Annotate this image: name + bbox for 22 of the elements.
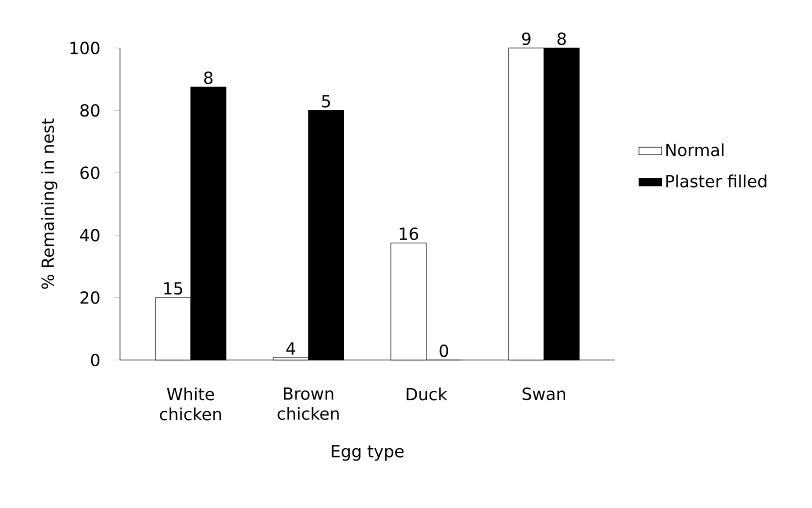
annotation: 0 xyxy=(440,344,448,358)
annotation: 8 xyxy=(204,71,213,84)
y-tick-label: 40 xyxy=(80,228,100,242)
y-tick-label: 20 xyxy=(80,291,100,304)
legend-label: Normal xyxy=(666,143,724,156)
annotation: 9 xyxy=(522,32,530,46)
annotation: 15 xyxy=(164,282,182,295)
annotation: 16 xyxy=(400,227,418,240)
x-tick-label: Brown chicken xyxy=(278,388,339,420)
x-axis-title: Egg type xyxy=(332,445,404,461)
y-tick-label: 80 xyxy=(80,104,100,117)
legend-label: Plaster filled xyxy=(666,174,766,188)
x-tick-label: Duck xyxy=(406,388,448,400)
y-axis-title: % Remaining in nest xyxy=(41,118,58,289)
y-tick-label: 60 xyxy=(80,166,100,180)
y-tick-label: 0 xyxy=(91,354,100,366)
x-tick-label: White chicken xyxy=(160,388,221,420)
annotation: 5 xyxy=(322,95,330,108)
annotation: 8 xyxy=(558,32,566,46)
x-tick-label: Swan xyxy=(522,388,566,400)
y-tick-label: 100 xyxy=(70,42,100,54)
annotation: 4 xyxy=(286,342,296,355)
